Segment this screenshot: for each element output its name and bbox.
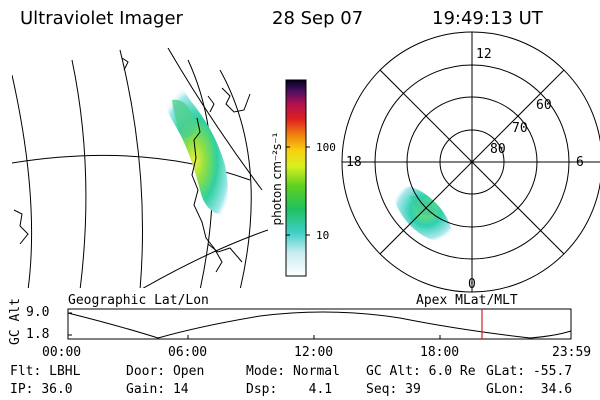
alt-tick-high: 9.0 (26, 305, 50, 320)
lat-label-60: 60 (536, 98, 552, 113)
alt-tick-low: 1.8 (26, 327, 50, 342)
status-glat: GLat: -55.7 (486, 364, 573, 379)
time-tick-1: 06:00 (168, 345, 208, 360)
status-flt: Flt: LBHL (10, 364, 81, 379)
mlt-label-0: 0 (468, 277, 476, 292)
time-tick-0: 00:00 (42, 345, 82, 360)
mlt-label-18: 18 (346, 155, 362, 170)
time-tick-3: 18:00 (420, 345, 460, 360)
status-mode: Mode: Normal (246, 364, 340, 379)
altitude-strip (67, 308, 572, 340)
status-gc-alt: GC Alt: 6.0 Re (366, 364, 476, 379)
status-door: Door: Open (126, 364, 205, 379)
time-tick-4: 23:59 (552, 345, 592, 360)
geographic-map (12, 48, 268, 288)
colorbar-label: photon cm⁻²s⁻¹ (270, 132, 284, 226)
status-dsp: Dsp: 4.1 (246, 382, 333, 397)
time-label: 19:49:13 UT (432, 8, 543, 29)
polar-panel-label: Apex MLat/MLT (416, 293, 518, 308)
alt-ylabel: GC Alt (8, 298, 23, 345)
time-tick-2: 12:00 (294, 345, 334, 360)
geo-panel-label: Geographic Lat/Lon (68, 293, 209, 308)
status-seq: Seq: 39 (366, 382, 421, 397)
mlt-label-6: 6 (576, 155, 584, 170)
colorbar-tick-100: 100 (316, 141, 336, 154)
status-ip: IP: 36.0 (10, 382, 73, 397)
date-label: 28 Sep 07 (272, 8, 364, 29)
lat-label-70: 70 (512, 121, 528, 136)
colorbar-tick-10: 10 (316, 229, 330, 242)
app-title: Ultraviolet Imager (20, 8, 183, 29)
status-gain: Gain: 14 (126, 382, 189, 397)
lat-label-80: 80 (490, 142, 506, 157)
mlt-label-12: 12 (476, 47, 492, 62)
polar-plot (341, 31, 600, 293)
colorbar (285, 79, 307, 277)
status-glon: GLon: 34.6 (486, 382, 573, 397)
